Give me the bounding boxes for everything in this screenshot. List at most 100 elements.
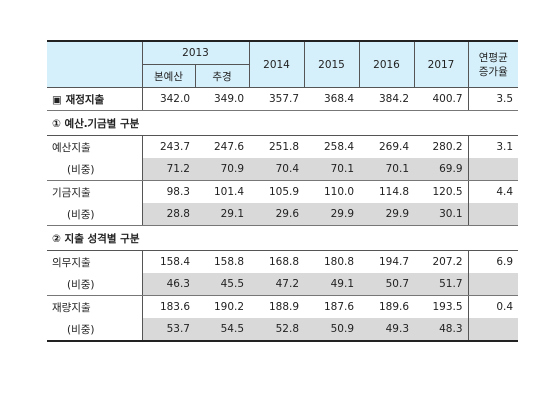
cell: 368.4 <box>304 87 360 111</box>
cell: 158.8 <box>213 256 245 268</box>
header-2015: 2015 <box>303 40 360 88</box>
cell: 105.9 <box>268 186 300 198</box>
header-corner <box>47 40 142 88</box>
cell: 251.8 <box>268 141 300 153</box>
cell <box>467 158 519 181</box>
cell: 71.2 <box>141 158 195 181</box>
cell: 101.4 <box>213 186 245 198</box>
cell: 29.6 <box>249 203 305 226</box>
cell: 400.7 <box>414 87 469 111</box>
cell: 45.5 <box>195 273 250 296</box>
header-2013-supp: 추경 <box>194 64 250 88</box>
cell: 0.4 <box>467 295 519 318</box>
cell: 207.2 <box>432 256 463 268</box>
row-label: (비중) <box>47 158 142 181</box>
table-row: 재량지출 183.6 190.2 188.9 187.6 189.6 193.5… <box>47 295 519 318</box>
table-row: 기금지출 98.3 101.4 105.9 110.0 114.8 120.5 … <box>47 180 519 203</box>
cell: 349.0 <box>195 87 250 111</box>
row-label: (비중) <box>47 273 142 296</box>
cell: 47.2 <box>249 273 305 296</box>
budget-table-container: 2013 2014 2015 2016 2017 연평균 증가율 본예산 추경 … <box>47 40 519 342</box>
cell: 3.1 <box>467 135 519 158</box>
cell: 53.7 <box>141 318 195 342</box>
cell: 357.7 <box>249 87 305 111</box>
table-row: (비중) 46.3 45.5 47.2 49.1 50.7 51.7 <box>47 273 519 296</box>
cell: 50.9 <box>304 318 360 342</box>
cell: 29.9 <box>359 203 415 226</box>
cell: 168.8 <box>268 256 300 268</box>
cell: 4.4 <box>467 180 519 203</box>
cell: 49.3 <box>359 318 415 342</box>
cell: 70.9 <box>195 158 250 181</box>
header-2014: 2014 <box>248 40 305 88</box>
section-1-title-row: ① 예산․기금별 구분 <box>47 110 519 136</box>
cell: 158.4 <box>141 250 195 273</box>
row-label: 의무지출 <box>52 256 91 269</box>
cell: 30.1 <box>414 203 469 226</box>
table-row: (비중) 28.8 29.1 29.6 29.9 29.9 30.1 <box>47 203 519 226</box>
header-avg-rate: 연평균 증가율 <box>467 40 519 88</box>
cell: 187.6 <box>323 301 355 313</box>
cell: 247.6 <box>213 141 245 153</box>
header-2013-budget: 본예산 <box>141 64 196 88</box>
table-row: 의무지출 158.4 158.8 168.8 180.8 194.7 207.2… <box>47 250 519 273</box>
cell: 280.2 <box>432 141 463 153</box>
section-2-title-row: ② 지출 성격별 구분 <box>47 225 519 251</box>
total-label: ▣ 재정지출 <box>47 87 142 111</box>
row-label: (비중) <box>47 318 142 342</box>
cell: 193.5 <box>432 301 463 313</box>
cell: 110.0 <box>323 186 355 198</box>
cell: 180.8 <box>323 256 355 268</box>
cell: 269.4 <box>378 141 410 153</box>
header-avg-rate-line2: 증가율 <box>478 65 508 78</box>
cell: 114.8 <box>378 186 410 198</box>
cell: 69.9 <box>414 158 469 181</box>
cell: 54.5 <box>195 318 250 342</box>
header-row-1: 2013 2014 2015 2016 2017 연평균 증가율 <box>47 40 519 88</box>
table-row: (비중) 53.7 54.5 52.8 50.9 49.3 48.3 <box>47 318 519 342</box>
table-row-total: ▣ 재정지출 342.0 349.0 357.7 368.4 384.2 400… <box>47 87 519 111</box>
cell: 342.0 <box>141 87 195 111</box>
cell: 189.6 <box>378 301 410 313</box>
cell: 70.1 <box>359 158 415 181</box>
header-2013: 2013 <box>141 40 250 65</box>
table-row: (비중) 71.2 70.9 70.4 70.1 70.1 69.9 <box>47 158 519 181</box>
cell: 48.3 <box>414 318 469 342</box>
cell: 70.1 <box>304 158 360 181</box>
table-row: 예산지출 243.7 247.6 251.8 258.4 269.4 280.2… <box>47 135 519 158</box>
section-1-title: ① 예산․기금별 구분 <box>47 110 519 136</box>
section-2-title: ② 지출 성격별 구분 <box>47 225 519 251</box>
cell: 258.4 <box>323 141 355 153</box>
cell: 3.5 <box>467 87 519 111</box>
cell: 29.1 <box>195 203 250 226</box>
row-label: 재량지출 <box>52 301 91 314</box>
cell: 46.3 <box>141 273 195 296</box>
cell <box>467 273 519 296</box>
cell: 51.7 <box>414 273 469 296</box>
cell: 49.1 <box>304 273 360 296</box>
header-2017: 2017 <box>413 40 469 88</box>
cell: 52.8 <box>249 318 305 342</box>
cell <box>467 203 519 226</box>
header-row-2: 본예산 추경 <box>47 64 518 88</box>
cell: 50.7 <box>359 273 415 296</box>
row-label: 기금지출 <box>52 186 91 199</box>
cell: 120.5 <box>432 186 463 198</box>
cell: 70.4 <box>249 158 305 181</box>
cell: 28.8 <box>141 203 195 226</box>
row-label: (비중) <box>47 203 142 226</box>
cell: 384.2 <box>359 87 415 111</box>
cell: 98.3 <box>141 180 195 203</box>
row-label: 예산지출 <box>52 141 91 154</box>
cell: 29.9 <box>304 203 360 226</box>
cell: 188.9 <box>268 301 300 313</box>
cell <box>467 318 519 342</box>
cell: 6.9 <box>467 250 519 273</box>
cell: 243.7 <box>141 135 195 158</box>
cell: 194.7 <box>378 256 410 268</box>
cell: 183.6 <box>141 295 195 318</box>
cell: 190.2 <box>213 301 245 313</box>
header-avg-rate-line1: 연평균 <box>478 51 508 64</box>
header-2016: 2016 <box>358 40 415 88</box>
budget-table: 2013 2014 2015 2016 2017 연평균 증가율 본예산 추경 … <box>47 40 519 342</box>
